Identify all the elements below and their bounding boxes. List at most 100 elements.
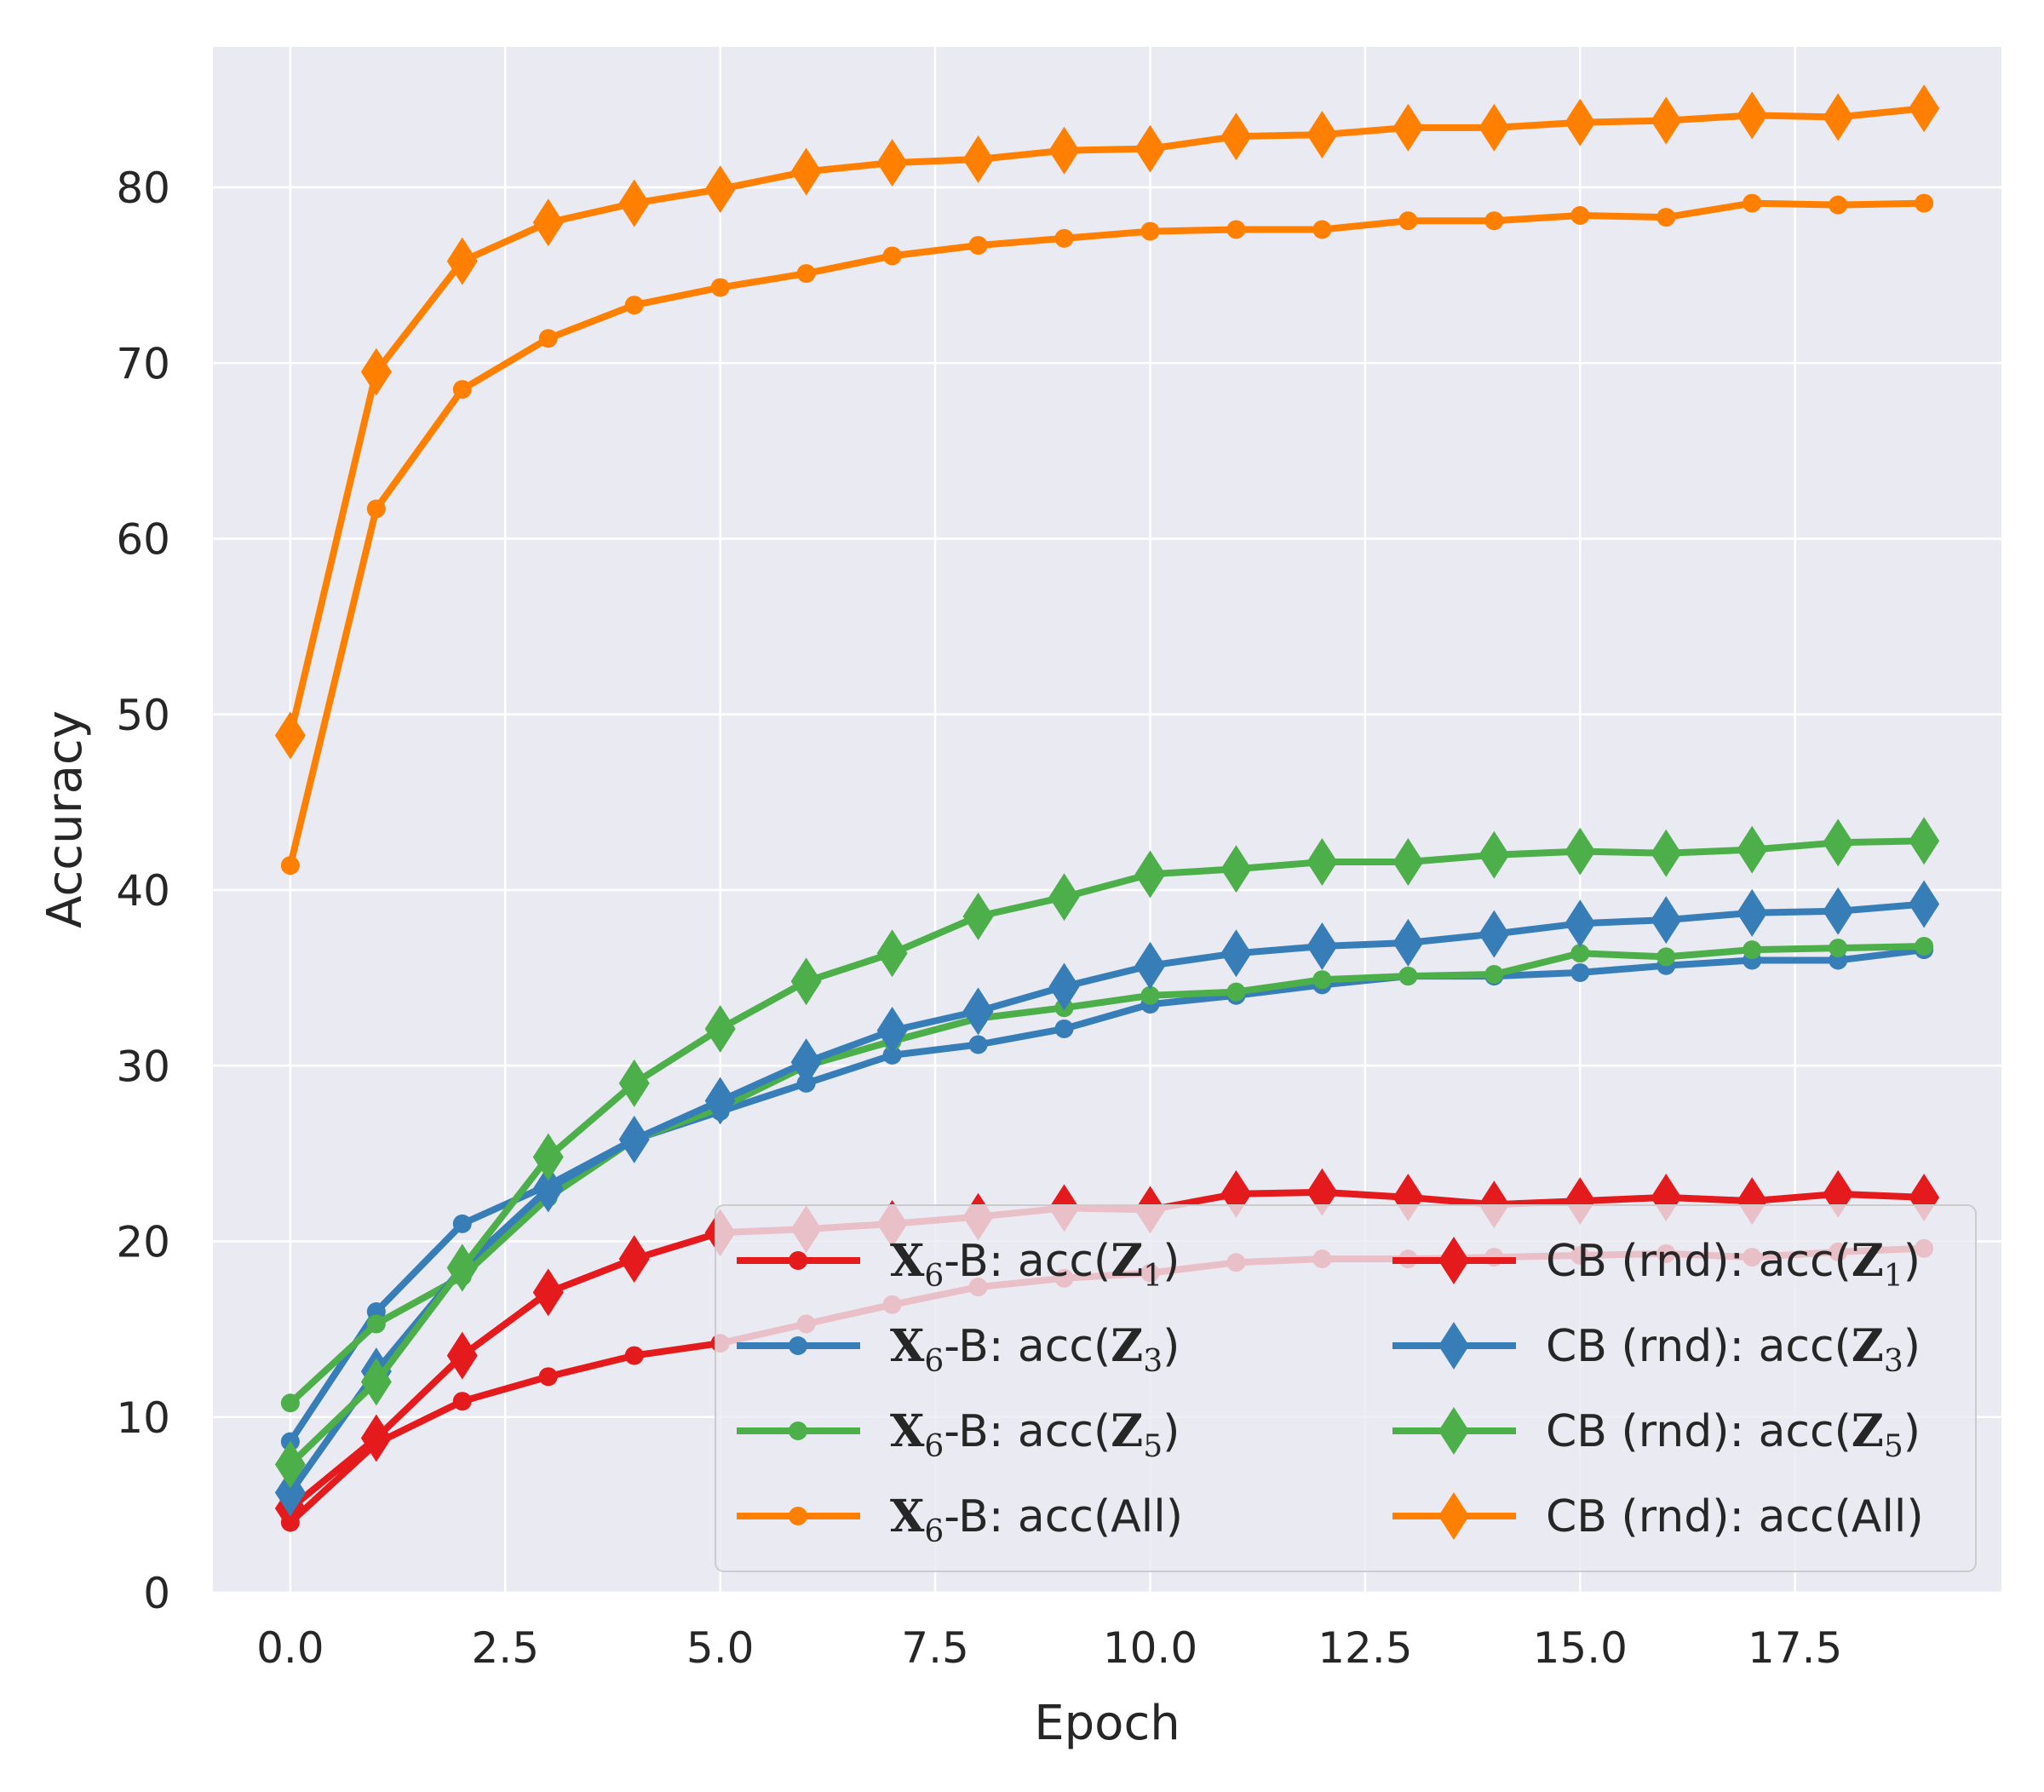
data-point <box>1134 124 1166 173</box>
legend-label-symbol: Z <box>1852 1320 1884 1372</box>
data-point <box>452 380 472 399</box>
data-point <box>360 347 392 396</box>
data-point <box>710 278 730 297</box>
data-point <box>1226 220 1246 239</box>
data-point <box>1220 845 1252 893</box>
data-point <box>1656 947 1676 967</box>
x-tick-label: 15.0 <box>1533 1623 1628 1673</box>
y-tick-label: 30 <box>116 1042 170 1091</box>
data-point <box>1484 965 1504 984</box>
y-tick-label: 70 <box>116 339 170 388</box>
legend-label-text: ) <box>1903 1406 1921 1457</box>
data-point <box>962 892 994 940</box>
data-point <box>1306 111 1338 159</box>
legend-label: CB (rnd): acc(Z1) <box>1546 1235 1921 1294</box>
legend-label-subscript: 3 <box>1884 1344 1903 1379</box>
data-point <box>1829 939 1848 958</box>
legend-label-symbol: Z <box>1852 1235 1884 1287</box>
legend-label-symbol: X <box>890 1490 925 1542</box>
data-point <box>280 856 300 876</box>
data-point <box>1306 1168 1338 1216</box>
legend-frame <box>715 1204 1977 1572</box>
data-point <box>532 1133 564 1181</box>
data-point <box>1312 220 1332 239</box>
legend-label-subscript: 1 <box>1884 1259 1903 1294</box>
data-point <box>1306 838 1338 886</box>
legend-label: X6-B: acc(Z1) <box>890 1235 1180 1294</box>
data-point <box>1915 937 1934 956</box>
y-tick-label: 20 <box>116 1218 170 1267</box>
legend-label-symbol: X <box>890 1235 925 1287</box>
x-tick-label: 10.0 <box>1103 1623 1197 1673</box>
legend-label-text: CB (rnd): acc( <box>1546 1321 1852 1372</box>
data-point <box>1565 98 1596 146</box>
legend-swatch-marker <box>1438 1407 1469 1455</box>
data-point <box>532 1164 564 1213</box>
data-point <box>1134 941 1166 990</box>
x-tick-label: 2.5 <box>472 1623 540 1673</box>
data-point <box>1743 193 1762 213</box>
data-point <box>452 1214 472 1233</box>
legend-label: CB (rnd): acc(All) <box>1546 1491 1924 1542</box>
data-point <box>446 1243 478 1292</box>
x-tick-label: 0.0 <box>256 1623 324 1673</box>
x-tick-label: 7.5 <box>901 1623 969 1673</box>
data-point <box>1737 91 1768 140</box>
data-point <box>1140 985 1160 1005</box>
series-line <box>286 199 1928 870</box>
legend-swatch-marker <box>1438 1492 1469 1540</box>
data-point <box>882 246 902 266</box>
data-point <box>1743 940 1762 960</box>
data-point <box>1220 112 1252 161</box>
data-point <box>1915 193 1934 213</box>
data-point <box>1570 962 1590 982</box>
data-point <box>452 1392 472 1411</box>
legend-label-text: ) <box>1163 1321 1180 1372</box>
data-point <box>1478 910 1510 958</box>
data-point <box>366 499 386 519</box>
legend-item: X6-B: acc(Z5) <box>737 1405 1180 1464</box>
legend-label: CB (rnd): acc(Z3) <box>1546 1320 1921 1379</box>
data-point <box>1570 944 1590 963</box>
data-point <box>882 1045 902 1065</box>
data-point <box>876 929 908 978</box>
data-point <box>1392 838 1424 886</box>
legend-label-subscript: 5 <box>1884 1429 1903 1464</box>
y-tick-label: 50 <box>116 691 170 740</box>
legend-label-symbol: X <box>890 1320 925 1372</box>
data-point <box>618 179 650 227</box>
legend-item: CB (rnd): acc(Z3) <box>1392 1320 1921 1379</box>
legend-label-text: -B: acc(All) <box>944 1491 1183 1542</box>
data-point <box>962 987 994 1036</box>
data-point <box>1048 873 1080 922</box>
legend-swatch-marker <box>789 1336 807 1355</box>
data-point <box>1737 825 1768 874</box>
data-point <box>790 147 822 196</box>
data-point <box>790 1038 822 1087</box>
series-5 <box>274 880 1940 1517</box>
data-point <box>618 1115 650 1163</box>
legend-item: X6-B: acc(All) <box>737 1490 1183 1549</box>
data-point <box>704 1004 736 1053</box>
legend-label: X6-B: acc(Z3) <box>890 1320 1180 1379</box>
data-point <box>1140 221 1160 241</box>
x-tick-label: 17.5 <box>1748 1623 1842 1673</box>
data-point <box>704 1077 736 1125</box>
data-point <box>532 1268 564 1317</box>
data-point <box>796 264 816 284</box>
data-point <box>1829 195 1848 215</box>
data-point <box>1565 827 1596 876</box>
data-point <box>1048 126 1080 175</box>
data-point <box>1478 830 1510 879</box>
data-point <box>1570 206 1590 225</box>
data-point <box>360 1414 392 1462</box>
data-point <box>1134 850 1166 899</box>
data-point <box>1651 96 1682 145</box>
data-point <box>280 1393 300 1413</box>
legend-label-text: ) <box>1163 1406 1180 1457</box>
x-axis-title: Epoch <box>1034 1696 1180 1751</box>
data-point <box>962 135 994 183</box>
data-point <box>1909 84 1940 133</box>
legend-item: CB (rnd): acc(Z1) <box>1392 1235 1921 1294</box>
